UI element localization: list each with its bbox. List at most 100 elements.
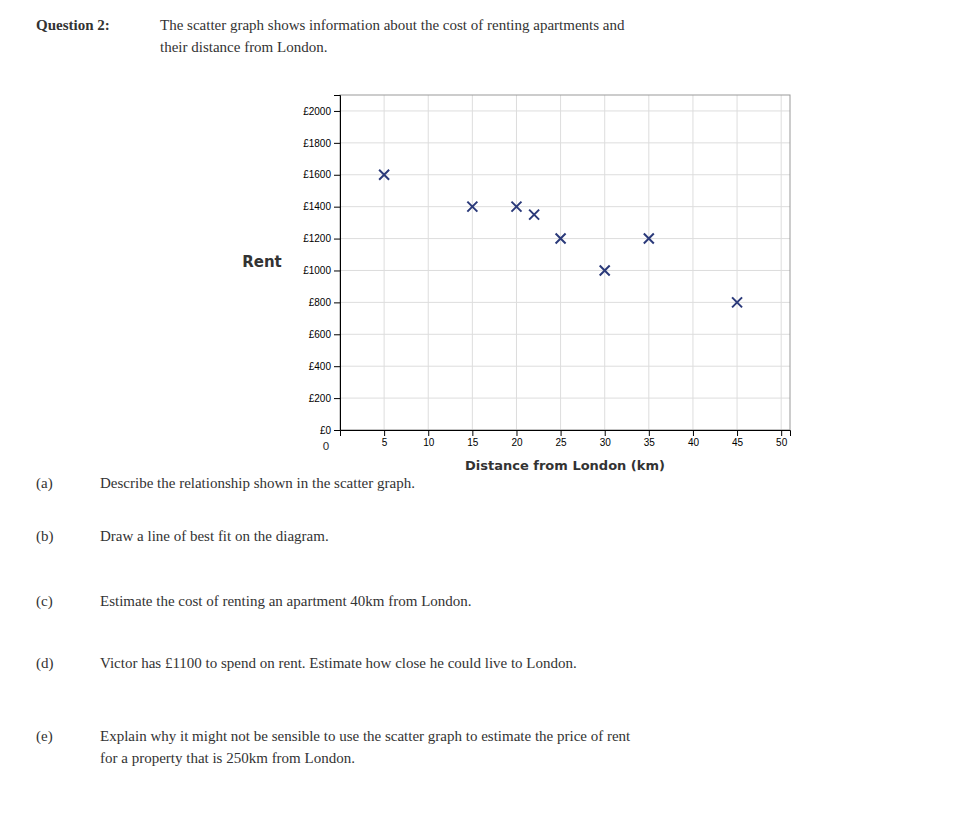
x-tick: 30 [600, 430, 612, 448]
y-axis-title: Rent [242, 253, 282, 271]
question-text: Explain why it might not be sensible to … [100, 728, 631, 766]
y-tick-mark [334, 239, 340, 240]
y-tick-label: £1600 [303, 169, 331, 180]
y-tick-mark [334, 270, 340, 271]
grid-line-y [340, 174, 790, 175]
grid-line-x [560, 95, 561, 430]
x-tick-mark [781, 430, 782, 436]
x-tick: 10 [423, 430, 435, 448]
text-line: Victor has £1100 to spend on rent. Estim… [100, 655, 577, 671]
point [529, 210, 539, 220]
chart: Question 2: The scatter graph shows infor… [0, 0, 961, 817]
x-tick-mark [384, 430, 385, 436]
grid-line-x [692, 95, 693, 430]
x-tick-mark [737, 430, 738, 436]
text-line: Explain why it might not be sensible to … [100, 728, 631, 744]
y-tick-mark [334, 111, 340, 112]
grid-line-y [340, 270, 790, 271]
x-axis-line [341, 431, 791, 437]
y-tick-label: £600 [309, 329, 332, 340]
question-label: (a) [36, 475, 53, 492]
x-tick-label: 10 [423, 437, 435, 448]
question-label: (b) [36, 528, 54, 545]
y-tick-label: £800 [309, 297, 332, 308]
title: Question 2: [36, 17, 110, 33]
grid-line-y [340, 238, 790, 239]
y-tick: £1400 [303, 201, 340, 212]
point [379, 170, 389, 180]
y-tick-label: £400 [309, 361, 332, 372]
y-tick: £800 [309, 297, 340, 308]
y-tick-label: £1000 [303, 265, 331, 276]
x-axis: 5 10 15 20 25 30 35 40 45 50 [341, 430, 791, 448]
x-tick-mark [561, 430, 562, 436]
x-tick-label: 25 [556, 437, 568, 448]
x-tick: 40 [688, 430, 700, 448]
y-tick-label: £1400 [303, 201, 331, 212]
x-tick-label: 5 [382, 437, 388, 448]
x-tick-mark [472, 430, 473, 436]
grid-line-x [648, 95, 649, 430]
x-tick-label: 15 [467, 437, 479, 448]
grid-line-y [340, 366, 790, 367]
question-label: (e) [36, 728, 53, 745]
y-tick-mark [334, 366, 340, 367]
x-tick-mark [693, 430, 694, 436]
question-text: Draw a line of best fit on the diagram. [100, 528, 329, 544]
question-text: Victor has £1100 to spend on rent. Estim… [100, 655, 577, 671]
grid-line-x [472, 95, 473, 430]
y-tick-label: £0 [320, 425, 332, 436]
x-tick: 15 [467, 430, 479, 448]
x-tick: 50 [776, 430, 788, 448]
point [732, 297, 742, 307]
grid-line-y [340, 110, 790, 111]
text-line: Estimate the cost of renting an apartmen… [100, 593, 472, 609]
question-text: Estimate the cost of renting an apartmen… [100, 593, 472, 609]
grid-line-x [737, 95, 738, 430]
subtitle: The scatter graph shows information abou… [160, 17, 625, 55]
points [379, 170, 742, 308]
x-tick-label: 35 [644, 437, 656, 448]
y-tick-mark [334, 175, 340, 176]
text-line: their distance from London. [160, 39, 327, 55]
y-tick-mark [334, 334, 340, 335]
grid [340, 95, 790, 430]
point [467, 202, 477, 212]
text-line: for a property that is 250km from London… [100, 750, 355, 766]
y-tick-mark [334, 398, 340, 399]
question-text: Describe the relationship shown in the s… [100, 475, 415, 491]
y-tick: £1200 [303, 233, 340, 244]
point [556, 234, 566, 244]
x-tick-mark [516, 430, 517, 436]
grid-line-x [604, 95, 605, 430]
y-tick-label: £1800 [303, 138, 331, 149]
grid-line-y [340, 302, 790, 303]
y-tick: £200 [309, 393, 340, 404]
grid-line-y [340, 142, 790, 143]
text-line: Draw a line of best fit on the diagram. [100, 528, 329, 544]
y-tick: £2000 [303, 106, 340, 117]
grid-line-x [516, 95, 517, 430]
grid-line-x [428, 95, 429, 430]
x-tick-label: 45 [732, 437, 744, 448]
grid-line-x [781, 95, 782, 430]
text-line: The scatter graph shows information abou… [160, 17, 625, 33]
y-tick-mark [334, 207, 340, 208]
x-tick-label: 50 [776, 437, 788, 448]
x-axis-title: Distance from London (km) [465, 458, 665, 473]
grid-line-y [340, 398, 790, 399]
y-tick: £1800 [303, 138, 340, 149]
x-tick-label: 20 [511, 437, 523, 448]
y-tick: £600 [309, 329, 340, 340]
grid-line-y [340, 334, 790, 335]
y-axis: £0 £200 £400 £600 £800 £1000 £1200 £1400 £1600 £1… [303, 96, 340, 436]
x-tick: 45 [732, 430, 744, 448]
y-tick: £1600 [303, 169, 340, 180]
y-tick-mark [334, 430, 340, 431]
grid-line-y [340, 206, 790, 207]
x-tick: 20 [511, 430, 523, 448]
x-tick-label: 40 [688, 437, 700, 448]
y-tick-label: £200 [309, 393, 332, 404]
y-tick: £0 [320, 425, 340, 436]
question-label: (c) [36, 593, 53, 610]
